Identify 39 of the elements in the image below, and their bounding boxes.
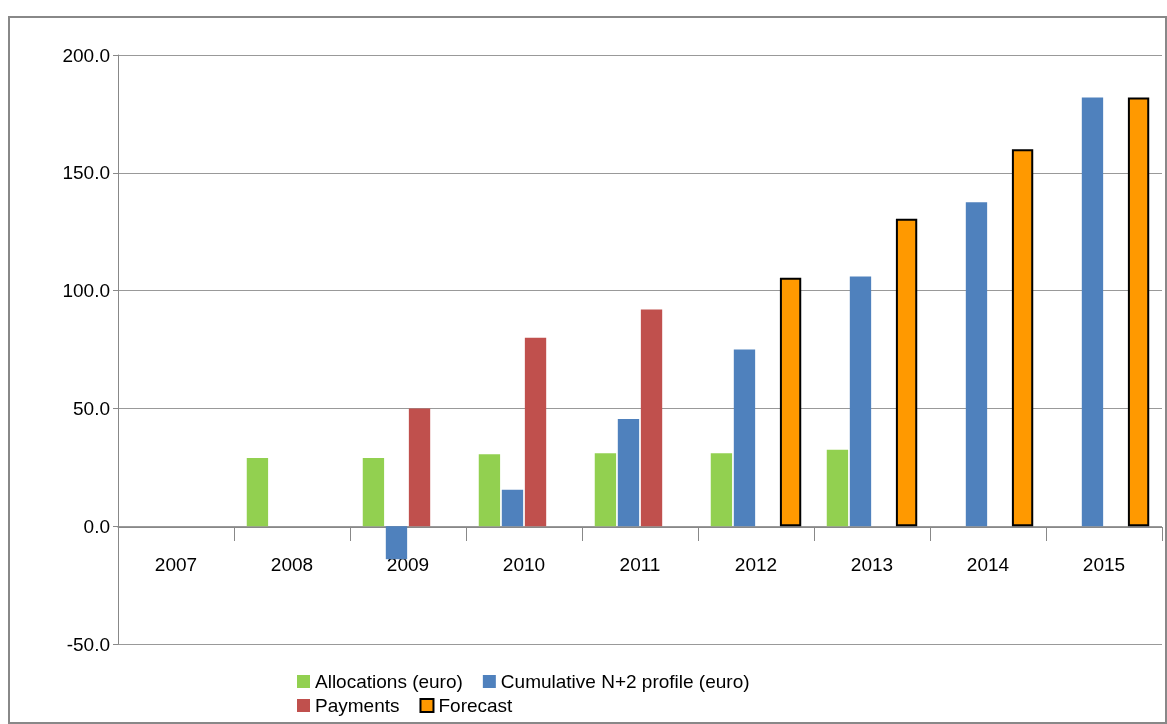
x-tick-label: 2011 (619, 554, 661, 575)
bar (710, 453, 733, 527)
y-tick-label: 50.0 (73, 397, 110, 419)
legend-label: Cumulative N+2 profile (euro) (500, 671, 750, 692)
y-tick-label: 100.0 (62, 280, 110, 302)
bar (779, 277, 802, 527)
bar (733, 349, 756, 527)
bar (524, 337, 547, 527)
bar (617, 419, 640, 527)
bar (1081, 97, 1104, 527)
x-tick-label: 2015 (1082, 554, 1126, 575)
bar (478, 454, 501, 527)
bar (1127, 97, 1150, 527)
x-tick-label: 2010 (502, 554, 546, 575)
x-tick-label: 2009 (386, 554, 430, 575)
legend-label: Payments (315, 695, 400, 716)
bar (501, 489, 524, 527)
y-tick-label: 200.0 (62, 44, 110, 66)
legend-label: Allocations (euro) (315, 671, 463, 692)
bar (362, 457, 385, 527)
x-tick-label: 2008 (270, 554, 314, 575)
bar (826, 449, 849, 527)
y-tick-label: -50.0 (66, 633, 110, 655)
bar (408, 408, 431, 527)
y-tick-label: 150.0 (62, 162, 110, 184)
x-tick-label: 2014 (966, 554, 1010, 575)
legend-label: Forecast (438, 695, 514, 716)
bar (594, 453, 617, 527)
bar (895, 218, 918, 527)
bar (640, 309, 663, 527)
bar (1011, 149, 1034, 527)
bar (849, 276, 872, 527)
bar (965, 202, 988, 527)
x-tick-label: 2012 (734, 554, 778, 575)
bar (385, 526, 408, 560)
x-tick-label: 2013 (850, 554, 894, 575)
y-tick-label: 0.0 (83, 515, 110, 537)
bar (246, 457, 269, 527)
x-tick-label: 2007 (154, 554, 198, 575)
